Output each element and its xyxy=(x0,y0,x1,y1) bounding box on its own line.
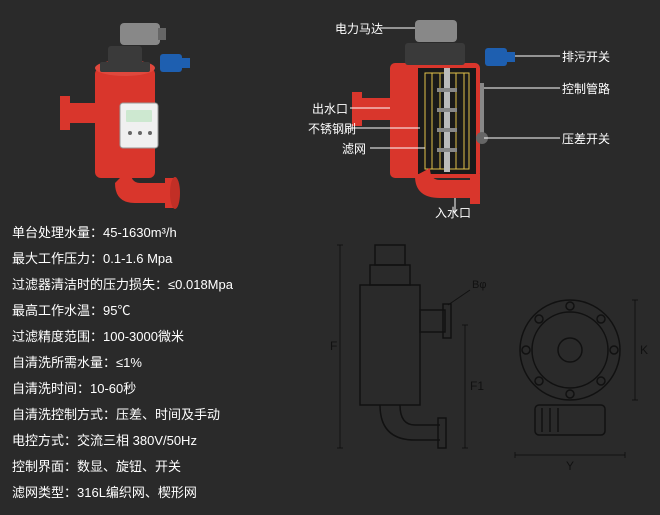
dim-f: F xyxy=(330,339,337,353)
dim-f1: F1 xyxy=(470,379,484,393)
spec-value: ≤0.018Mpa xyxy=(168,277,233,292)
spec-value: ≤1% xyxy=(116,355,142,370)
spec-value: 100-3000微米 xyxy=(103,329,184,344)
spec-row: 最大工作压力：0.1-1.6 Mpa xyxy=(12,246,312,272)
spec-row: 自清洗时间：10-60秒 xyxy=(12,376,312,402)
spec-value: 压差、时间及手动 xyxy=(116,407,220,422)
spec-label: 电控方式： xyxy=(12,433,77,448)
label-motor: 电力马达 xyxy=(335,20,383,37)
spec-row: 控制界面：数显、旋钮、开关 xyxy=(12,454,312,480)
spec-label: 滤网类型： xyxy=(12,485,77,500)
spec-value: 数显、旋钮、开关 xyxy=(77,459,181,474)
dim-bphi: Bφ xyxy=(472,279,486,291)
cutaway-svg xyxy=(240,8,660,218)
spec-label: 自清洗控制方式： xyxy=(12,407,116,422)
label-brush: 不锈钢刷 xyxy=(308,120,356,137)
spec-value: 45-1630m³/h xyxy=(103,225,177,240)
spec-label: 过滤精度范围： xyxy=(12,329,103,344)
label-drain: 排污开关 xyxy=(562,48,610,65)
spec-label: 自清洗时间： xyxy=(12,381,90,396)
spec-row: 单台处理水量：45-1630m³/h xyxy=(12,220,312,246)
label-ctrl-pipe: 控制管路 xyxy=(562,80,610,97)
spec-row: 自清洗所需水量：≤1% xyxy=(12,350,312,376)
spec-label: 最大工作压力： xyxy=(12,251,103,266)
drawings-svg: F F1 Bφ Y K xyxy=(320,230,650,500)
spec-label: 控制界面： xyxy=(12,459,77,474)
cutaway-diagram: 电力马达 排污开关 控制管路 压差开关 出水口 不锈钢刷 滤网 入水口 xyxy=(240,8,660,210)
spec-value: 交流三相 380V/50Hz xyxy=(77,433,197,448)
dim-k: K xyxy=(640,343,648,357)
label-dp-switch: 压差开关 xyxy=(562,130,610,147)
spec-value: 95℃ xyxy=(103,303,130,318)
spec-row: 自清洗控制方式：压差、时间及手动 xyxy=(12,402,312,428)
product-svg xyxy=(0,8,240,218)
spec-label: 自清洗所需水量： xyxy=(12,355,116,370)
spec-row: 过滤精度范围：100-3000微米 xyxy=(12,324,312,350)
dim-y: Y xyxy=(566,459,574,473)
spec-list: 单台处理水量：45-1630m³/h 最大工作压力：0.1-1.6 Mpa 过滤… xyxy=(12,220,312,506)
label-outlet: 出水口 xyxy=(312,100,348,117)
spec-label: 单台处理水量： xyxy=(12,225,103,240)
spec-row: 电控方式：交流三相 380V/50Hz xyxy=(12,428,312,454)
spec-row: 最高工作水温：95℃ xyxy=(12,298,312,324)
spec-label: 过滤器清洁时的压力损失： xyxy=(12,277,168,292)
spec-value: 316L编织网、楔形网 xyxy=(77,485,197,500)
label-inlet: 入水口 xyxy=(435,204,471,221)
spec-value: 10-60秒 xyxy=(90,381,136,396)
engineering-drawings: F F1 Bφ Y K xyxy=(320,230,650,500)
spec-row: 过滤器清洁时的压力损失：≤0.018Mpa xyxy=(12,272,312,298)
spec-label: 最高工作水温： xyxy=(12,303,103,318)
spec-row: 滤网类型：316L编织网、楔形网 xyxy=(12,480,312,506)
label-screen: 滤网 xyxy=(342,140,366,157)
spec-value: 0.1-1.6 Mpa xyxy=(103,251,172,266)
top-illustrations: 电力马达 排污开关 控制管路 压差开关 出水口 不锈钢刷 滤网 入水口 xyxy=(0,0,660,210)
product-photo xyxy=(0,8,240,210)
